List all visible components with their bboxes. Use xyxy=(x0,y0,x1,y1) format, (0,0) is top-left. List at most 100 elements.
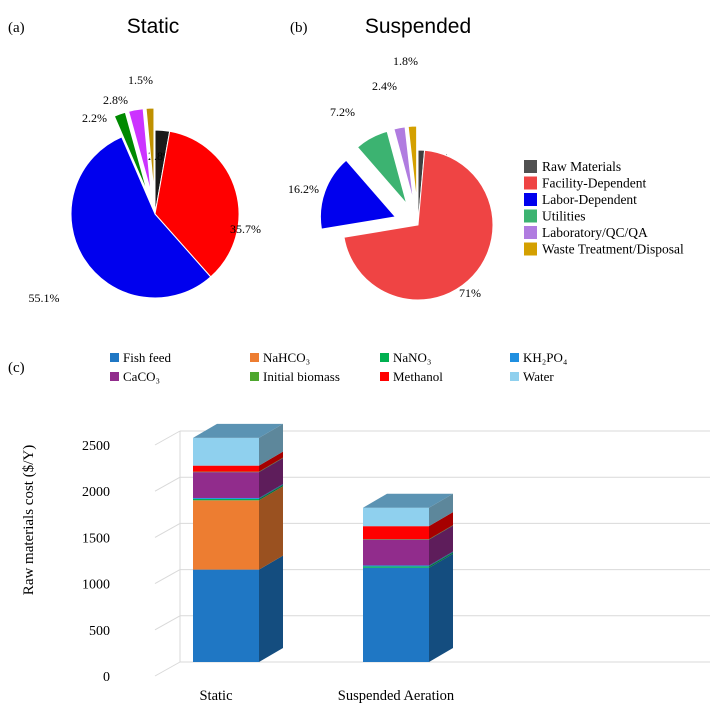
pie-legend-label-labor-dependent: Labor-Dependent xyxy=(542,192,637,207)
y-tick-label-1000: 1000 xyxy=(82,578,110,593)
pie-title-static: Static xyxy=(127,15,180,38)
bar-side-static-initial-biomass xyxy=(259,457,283,473)
gridline-side-2000 xyxy=(154,476,181,492)
suspended-label-facility-dependent: 71% xyxy=(459,286,481,300)
pie-chart-static: 2.8%35.7%55.1%2.2%2.8%1.5% xyxy=(29,73,262,305)
gridline-side-2500 xyxy=(154,430,181,446)
bar-legend-label-methanol: Methanol xyxy=(393,369,443,384)
bar-suspended-aeration-water xyxy=(363,507,429,527)
bar-side-static-water xyxy=(259,423,283,466)
static-label-utilities: 2.2% xyxy=(82,111,107,125)
pie-legend-label-waste-treatment-disposal: Waste Treatment/Disposal xyxy=(542,242,684,257)
static-label-waste-treatment-disposal: 1.5% xyxy=(128,73,153,87)
bar-legend-label-water: Water xyxy=(523,369,554,384)
suspended-label-laboratory-qc-qa: 2.4% xyxy=(372,79,397,93)
bar-side-suspended-aeration-caco xyxy=(429,525,453,566)
bar-legend-swatch-methanol xyxy=(380,372,389,381)
static-slice-labor-dependent xyxy=(70,136,212,299)
bar-suspended-aeration-methanol xyxy=(363,526,429,540)
pie-legend-swatch-raw-materials xyxy=(524,160,537,173)
gridline-side-1000 xyxy=(154,569,181,585)
pie-legend-label-utilities: Utilities xyxy=(542,209,586,224)
pie-legend-swatch-utilities xyxy=(524,209,537,223)
bar-legend-label-caco: CaCO₃ xyxy=(123,369,160,384)
bar-static-caco xyxy=(193,472,259,498)
pie-legend-label-raw-materials: Raw Materials xyxy=(542,159,621,174)
bar-side-suspended-aeration-water xyxy=(429,493,453,527)
bar-suspended-aeration-fish-feed xyxy=(363,567,429,662)
bar-legend-label-fish-feed: Fish feed xyxy=(123,350,172,365)
bar-static-water xyxy=(193,437,259,466)
bar-legend: Fish feed NaHCO₃ NaNO₃ KH₂PO₄ CaCO₃ Initial b… xyxy=(110,350,568,384)
bar-legend-swatch-nahco xyxy=(250,353,259,362)
bar-static-methanol xyxy=(193,465,259,472)
y-tick-label-1500: 1500 xyxy=(82,531,110,546)
gridline-side-500 xyxy=(154,615,181,631)
bar-top-static xyxy=(193,423,283,438)
pie-legend-swatch-laboratory-qc-qa xyxy=(524,226,537,239)
bar-legend-swatch-kh-po xyxy=(510,353,519,362)
suspended-slice-laboratory-qc-qa xyxy=(393,126,414,202)
static-slice-facility-dependent xyxy=(154,130,240,278)
stacked-bar-chart: 0 500 1000 1500 2000 2500 Static Suspended Aera… xyxy=(82,423,710,704)
bar-side-suspended-aeration-initial-biomass xyxy=(429,525,453,540)
bar-side-static-caco xyxy=(259,458,283,498)
pie-legend-swatch-waste-treatment-disposal xyxy=(524,242,537,256)
bar-side-static-kh-po xyxy=(259,483,283,499)
static-label-labor-dependent: 55.1% xyxy=(29,291,60,305)
static-label-laboratory-qc-qa: 2.8% xyxy=(103,93,128,107)
bar-legend-swatch-initial-biomass xyxy=(250,372,259,381)
bar-legend-swatch-water xyxy=(510,372,519,381)
bar-suspended-aeration-kh-po xyxy=(363,565,429,567)
bar-legend-swatch-fish-feed xyxy=(110,353,119,362)
y-tick-label-2500: 2500 xyxy=(82,439,110,454)
pie-legend-label-facility-dependent: Facility-Dependent xyxy=(542,176,646,191)
bar-side-suspended-aeration-fish-feed xyxy=(429,553,453,662)
bar-side-suspended-aeration-kh-po xyxy=(429,551,453,567)
y-tick-label-500: 500 xyxy=(89,624,110,639)
pie-legend-swatch-facility-dependent xyxy=(524,176,537,190)
bar-static-fish-feed xyxy=(193,569,259,662)
bar-top-suspended-aeration xyxy=(363,493,453,508)
suspended-label-waste-treatment-disposal: 1.8% xyxy=(393,54,418,68)
bar-legend-swatch-caco xyxy=(110,372,119,381)
bar-legend-swatch-nano xyxy=(380,353,389,362)
pie-legend-swatch-labor-dependent xyxy=(524,193,537,206)
suspended-slice-labor-dependent xyxy=(319,159,397,230)
bar-legend-label-nahco: NaHCO₃ xyxy=(263,350,310,365)
x-tick-label-static: Static xyxy=(199,688,232,704)
bar-side-static-nano xyxy=(259,484,283,501)
suspended-slice-facility-dependent xyxy=(343,149,494,301)
pie-chart-suspended: 1.4%71%16.2%7.2%2.4%1.8% xyxy=(288,54,494,301)
bar-legend-label-nano: NaNO₃ xyxy=(393,350,431,365)
static-slice-laboratory-qc-qa xyxy=(128,108,152,193)
gridline-side-0 xyxy=(154,661,181,677)
pie-legend: Raw Materials Facility-DependentLabor-Dep… xyxy=(524,159,684,257)
bar-side-suspended-aeration-nano xyxy=(429,552,453,568)
x-tick-label-suspended-aeration: Suspended Aeration xyxy=(338,688,455,704)
y-tick-label-2000: 2000 xyxy=(82,485,110,500)
bar-legend-label-kh-po: KH₂PO₄ xyxy=(523,350,568,365)
bar-static-nano xyxy=(193,498,259,501)
pie-title-suspended: Suspended xyxy=(365,15,471,38)
suspended-label-labor-dependent: 16.2% xyxy=(288,182,319,196)
gridline-side-1500 xyxy=(154,522,181,538)
bar-static-nahco xyxy=(193,500,259,570)
bar-legend-label-initial-biomass: Initial biomass xyxy=(263,369,340,384)
panel-label-c: (c) xyxy=(8,360,25,376)
y-tick-label-0: 0 xyxy=(103,670,110,685)
bar-side-static-nahco xyxy=(259,486,283,570)
bar-suspended-aeration-caco xyxy=(363,539,429,566)
static-label-facility-dependent: 35.7% xyxy=(230,222,261,236)
static-slice-utilities xyxy=(113,111,149,194)
bar-suspended-aeration-nano xyxy=(363,566,429,568)
y-axis-label: Raw materials cost ($/Y) xyxy=(21,445,37,595)
suspended-label-utilities: 7.2% xyxy=(330,105,355,119)
suspended-slice-waste-treatment-disposal xyxy=(407,125,418,202)
pie-legend-label-laboratory-qc-qa: Laboratory/QC/QA xyxy=(542,225,648,240)
panel-label-a: (a) xyxy=(8,20,25,36)
bar-static-kh-po xyxy=(193,497,259,499)
panel-label-b: (b) xyxy=(290,20,308,36)
bar-side-static-methanol xyxy=(259,451,283,472)
